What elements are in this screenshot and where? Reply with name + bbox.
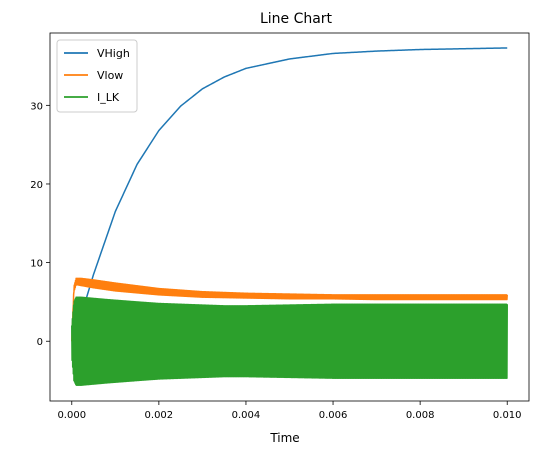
series-line	[71, 47, 508, 342]
y-tick-label: 10	[30, 259, 43, 270]
x-tick-label: 0.006	[319, 410, 348, 421]
series-vhigh	[71, 47, 508, 342]
series-vlow	[71, 277, 508, 342]
series-line	[71, 277, 508, 342]
series-i-lk	[71, 296, 508, 387]
chart-title: Line Chart	[260, 11, 333, 27]
y-tick-label: 0	[37, 337, 43, 348]
legend-label: Vlow	[97, 69, 123, 82]
axes-frame	[49, 32, 530, 402]
x-tick-label: 0.004	[232, 410, 261, 421]
x-tick-label: 0.002	[145, 410, 174, 421]
legend-box	[56, 39, 138, 113]
x-tick-label: 0.000	[57, 410, 86, 421]
y-tick-label: 20	[30, 180, 43, 191]
legend-label: VHigh	[97, 47, 130, 60]
series-line	[71, 296, 508, 387]
axes: 0.000 0.002 0.004 0.006 0.008 0.010 0 10 20 30	[30, 32, 530, 421]
x-axis-label: Time	[269, 431, 299, 445]
legend: VHigh Vlow I_LK	[56, 39, 138, 113]
y-tick-label: 30	[30, 101, 43, 112]
x-tick-label: 0.008	[406, 410, 435, 421]
x-tick-label: 0.010	[493, 410, 522, 421]
legend-label: I_LK	[97, 91, 120, 104]
plot-area	[71, 47, 508, 387]
